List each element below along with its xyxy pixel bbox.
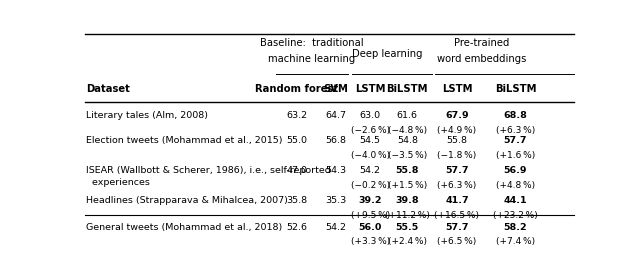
Text: 63.0: 63.0 xyxy=(360,111,381,120)
Text: Dataset: Dataset xyxy=(86,84,130,94)
Text: 64.7: 64.7 xyxy=(325,111,346,120)
Text: 54.5: 54.5 xyxy=(360,136,381,146)
Text: Deep learning: Deep learning xyxy=(352,49,423,59)
Text: 44.1: 44.1 xyxy=(504,196,527,205)
Text: LSTM: LSTM xyxy=(355,84,385,94)
Text: (+1.6 %): (+1.6 %) xyxy=(496,151,535,160)
Text: 55.8: 55.8 xyxy=(396,166,419,175)
Text: (+6.3 %): (+6.3 %) xyxy=(437,181,477,190)
Text: (−2.6 %): (−2.6 %) xyxy=(351,126,390,135)
Text: (+23.2 %): (+23.2 %) xyxy=(493,211,538,220)
Text: Headlines (Strapparava & Mihalcea, 2007): Headlines (Strapparava & Mihalcea, 2007) xyxy=(86,196,288,205)
Text: 39.8: 39.8 xyxy=(396,196,419,205)
Text: (−3.5 %): (−3.5 %) xyxy=(388,151,427,160)
Text: (+9.5 %): (+9.5 %) xyxy=(351,211,390,220)
Text: (−4.0 %): (−4.0 %) xyxy=(351,151,390,160)
Text: LSTM: LSTM xyxy=(442,84,472,94)
Text: General tweets (Mohammad et al., 2018): General tweets (Mohammad et al., 2018) xyxy=(86,223,282,232)
Text: 63.2: 63.2 xyxy=(286,111,307,120)
Text: 57.7: 57.7 xyxy=(504,136,527,146)
Text: 54.2: 54.2 xyxy=(360,166,381,175)
Text: (+1.5 %): (+1.5 %) xyxy=(388,181,427,190)
Text: (+11.2 %): (+11.2 %) xyxy=(385,211,430,220)
Text: (+3.3 %): (+3.3 %) xyxy=(351,237,390,246)
Text: (−4.8 %): (−4.8 %) xyxy=(388,126,427,135)
Text: SVM: SVM xyxy=(323,84,348,94)
Text: 52.6: 52.6 xyxy=(286,223,307,232)
Text: 55.0: 55.0 xyxy=(286,136,307,146)
Text: experiences: experiences xyxy=(86,178,150,186)
Text: 54.3: 54.3 xyxy=(325,166,346,175)
Text: (+2.4 %): (+2.4 %) xyxy=(388,237,427,246)
Text: (+4.9 %): (+4.9 %) xyxy=(437,126,477,135)
Text: 35.3: 35.3 xyxy=(325,196,346,205)
Text: 47.0: 47.0 xyxy=(286,166,307,175)
Text: 61.6: 61.6 xyxy=(397,111,418,120)
Text: (+7.4 %): (+7.4 %) xyxy=(496,237,535,246)
Text: word embeddings: word embeddings xyxy=(437,54,527,64)
Text: BiLSTM: BiLSTM xyxy=(387,84,428,94)
Text: 56.0: 56.0 xyxy=(358,223,382,232)
Text: 57.7: 57.7 xyxy=(445,223,468,232)
Text: (+6.5 %): (+6.5 %) xyxy=(437,237,477,246)
Text: 56.8: 56.8 xyxy=(325,136,346,146)
Text: 58.2: 58.2 xyxy=(504,223,527,232)
Text: Election tweets (Mohammad et al., 2015): Election tweets (Mohammad et al., 2015) xyxy=(86,136,282,146)
Text: 39.2: 39.2 xyxy=(358,196,382,205)
Text: 68.8: 68.8 xyxy=(504,111,527,120)
Text: Literary tales (Alm, 2008): Literary tales (Alm, 2008) xyxy=(86,111,208,120)
Text: ISEAR (Wallbott & Scherer, 1986), i.e., self-reported: ISEAR (Wallbott & Scherer, 1986), i.e., … xyxy=(86,166,331,175)
Text: (−0.2 %): (−0.2 %) xyxy=(351,181,390,190)
Text: 54.2: 54.2 xyxy=(325,223,346,232)
Text: 35.8: 35.8 xyxy=(286,196,307,205)
Text: (+6.3 %): (+6.3 %) xyxy=(496,126,535,135)
Text: Pre-trained: Pre-trained xyxy=(454,38,509,48)
Text: 55.5: 55.5 xyxy=(396,223,419,232)
Text: machine learning: machine learning xyxy=(268,54,355,64)
Text: (+16.5 %): (+16.5 %) xyxy=(435,211,479,220)
Text: 56.9: 56.9 xyxy=(504,166,527,175)
Text: (−1.8 %): (−1.8 %) xyxy=(437,151,477,160)
Text: Baseline:  traditional: Baseline: traditional xyxy=(260,38,364,48)
Text: BiLSTM: BiLSTM xyxy=(495,84,536,94)
Text: Random forest: Random forest xyxy=(255,84,339,94)
Text: 41.7: 41.7 xyxy=(445,196,468,205)
Text: 67.9: 67.9 xyxy=(445,111,468,120)
Text: 55.8: 55.8 xyxy=(447,136,467,146)
Text: (+4.8 %): (+4.8 %) xyxy=(496,181,535,190)
Text: 54.8: 54.8 xyxy=(397,136,418,146)
Text: 57.7: 57.7 xyxy=(445,166,468,175)
